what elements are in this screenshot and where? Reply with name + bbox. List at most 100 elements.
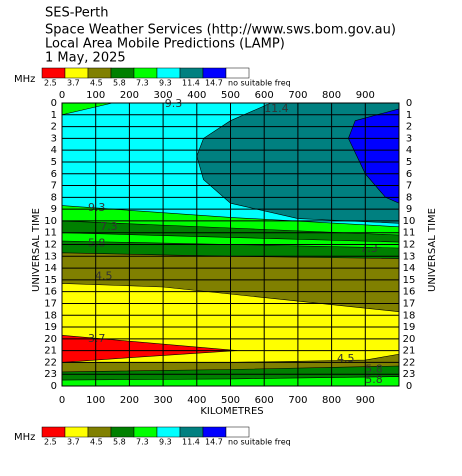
x-tick-label: 500 (221, 90, 240, 101)
y-tick-label-right: 5 (406, 157, 412, 168)
y-tick-label: 9 (51, 204, 57, 215)
x-tick-label: 400 (187, 90, 206, 101)
contour-label: 9.3 (88, 201, 106, 214)
legend-label: no suitable freq (228, 438, 291, 447)
y-tick-label-right: 0 (406, 381, 412, 392)
title-line: Space Weather Services (http://www.sws.b… (45, 23, 396, 38)
legend-label: 5.8 (113, 438, 126, 447)
y-tick-label-right: 1 (406, 110, 412, 121)
legend-label: 4.5 (90, 438, 103, 447)
title-line: 1 May, 2025 (45, 51, 126, 66)
contour-label: 5.8 (365, 373, 383, 386)
y-tick-label: 3 (51, 133, 57, 144)
x-tick-label: 600 (255, 395, 274, 406)
legend-label: 11.4 (182, 79, 200, 88)
legend-label: 2.5 (44, 79, 57, 88)
legend-swatch (41, 426, 66, 438)
legend-swatch (87, 426, 112, 438)
legend-unit: MHz (14, 74, 35, 85)
legend-swatch (64, 67, 89, 79)
y-axis-label: UNIVERSAL TIME (31, 208, 42, 292)
y-tick-label-right: 15 (403, 275, 416, 286)
y-tick-label: 11 (44, 228, 57, 239)
y-tick-label-right: 8 (406, 192, 412, 203)
y-tick-label-right: 16 (403, 287, 416, 298)
x-tick-label: 900 (356, 395, 375, 406)
legend-label: no suitable freq (228, 79, 291, 88)
x-tick-label: 700 (288, 395, 307, 406)
y-tick-label: 7 (51, 181, 57, 192)
y-tick-label-right: 3 (406, 133, 412, 144)
contour-label: 7.3 (360, 242, 378, 255)
contour-label: 9.3 (165, 97, 183, 110)
contour-label: 5.8 (88, 236, 106, 249)
legend-label: 9.3 (159, 79, 172, 88)
y-tick-label: 15 (44, 275, 57, 286)
legend-swatch (202, 426, 227, 438)
legend-unit: MHz (14, 432, 35, 443)
y-tick-label: 8 (51, 192, 57, 203)
y-tick-label: 21 (44, 346, 57, 357)
y-tick-label: 6 (51, 169, 57, 180)
y-tick-label: 5 (51, 157, 57, 168)
y-tick-label-right: 19 (403, 322, 416, 333)
legend-label: 5.8 (113, 79, 126, 88)
y-tick-label: 14 (44, 263, 57, 274)
x-tick-label: 0 (59, 395, 65, 406)
y-tick-label: 0 (51, 98, 57, 109)
x-tick-label: 100 (86, 395, 105, 406)
y-tick-label-right: 2 (406, 122, 412, 133)
contour-label: 4.5 (337, 352, 355, 365)
y-tick-label: 20 (44, 334, 57, 345)
y-tick-label-right: 12 (403, 240, 416, 251)
y-tick-label: 0 (51, 381, 57, 392)
legend-label: 14.7 (205, 438, 223, 447)
legend-swatch (225, 426, 250, 438)
y-tick-label-right: 22 (403, 357, 416, 368)
legend-label: 7.3 (136, 79, 149, 88)
y-tick-label: 10 (44, 216, 57, 227)
y-tick-label-right: 20 (403, 334, 416, 345)
x-tick-label: 500 (221, 395, 240, 406)
x-tick-label: 800 (322, 90, 341, 101)
x-tick-label: 300 (154, 395, 173, 406)
y-tick-label: 2 (51, 122, 57, 133)
y-tick-label-right: 7 (406, 181, 412, 192)
title-line: SES-Perth (45, 6, 108, 21)
x-tick-label: 400 (187, 395, 206, 406)
x-tick-label: 0 (59, 90, 65, 101)
legend-swatch (64, 426, 89, 438)
legend-swatch (87, 67, 112, 79)
x-tick-label: 900 (356, 90, 375, 101)
y-tick-label: 17 (44, 298, 57, 309)
y-tick-label-right: 0 (406, 98, 412, 109)
contour-label: 11.4 (264, 102, 289, 115)
legend-swatch (133, 67, 158, 79)
y-tick-label-right: 23 (403, 369, 416, 380)
legend-swatch (202, 67, 227, 79)
x-tick-label: 600 (255, 90, 274, 101)
x-axis-label: KILOMETRES (200, 406, 263, 417)
legend-label: 4.5 (90, 79, 103, 88)
legend-label: 11.4 (182, 438, 200, 447)
legend-swatch (179, 426, 204, 438)
x-tick-label: 200 (120, 395, 139, 406)
y-tick-label-right: 18 (403, 310, 416, 321)
y-tick-label-right: 10 (403, 216, 416, 227)
legend-swatch (41, 67, 66, 79)
y-tick-label-right: 9 (406, 204, 412, 215)
legend-label: 2.5 (44, 438, 57, 447)
y-tick-label-right: 21 (403, 346, 416, 357)
legend-swatch (179, 67, 204, 79)
x-tick-label: 100 (86, 90, 105, 101)
y-tick-label: 16 (44, 287, 57, 298)
legend-swatch (156, 67, 181, 79)
legend-swatch (133, 426, 158, 438)
y-tick-label: 1 (51, 110, 57, 121)
y-tick-label-right: 11 (403, 228, 416, 239)
y-tick-label: 23 (44, 369, 57, 380)
legend-label: 3.7 (67, 79, 80, 88)
y-tick-label: 13 (44, 251, 57, 262)
legend-label: 14.7 (205, 79, 223, 88)
